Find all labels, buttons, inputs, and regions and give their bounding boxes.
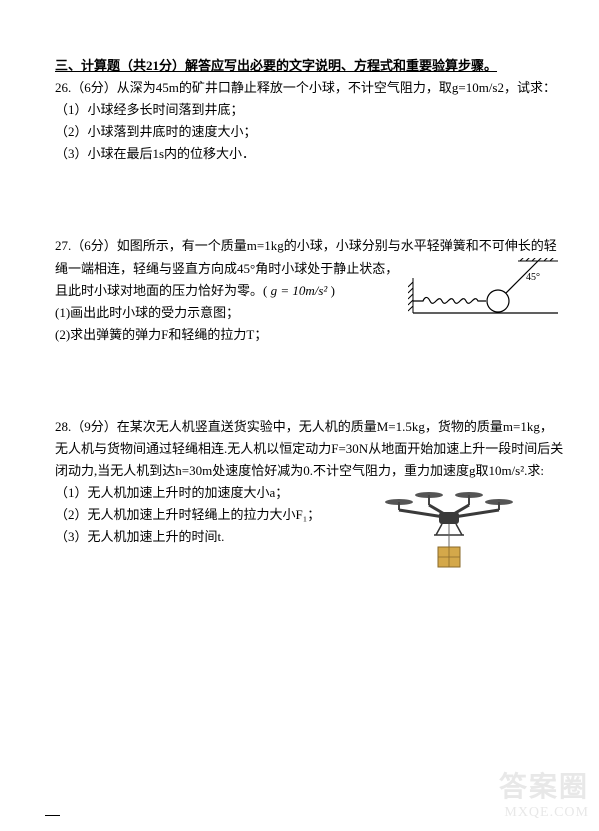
q26-part1: （1）小球经多长时间落到井底； (55, 99, 544, 121)
q27-l3a: 且此时小球对地面的压力恰好为零。( (55, 283, 271, 298)
spring (413, 297, 486, 303)
drone-diagram-svg (384, 477, 514, 577)
drone-body (439, 512, 459, 524)
q28-stem: 28.（9分）在某次无人机竖直送货实验中，无人机的质量M=1.5kg，货物的质量… (55, 416, 544, 438)
watermark: 答案圈 MXQE.COM (499, 765, 589, 821)
question-27: 27.（6分）如图所示，有一个质量m=1kg的小球，小球分别与水平轻弹簧和不可伸… (55, 235, 544, 345)
q28-line2: 无人机与货物间通过轻绳相连.无人机以恒定动力F=30N从地面开始加速上升一段时间… (55, 438, 544, 460)
ball (487, 290, 509, 312)
watermark-line2: MXQE.COM (499, 805, 589, 821)
cargo-box (438, 547, 460, 567)
spring-ball-diagram-svg: 45° (408, 258, 558, 318)
drone-rotors (385, 492, 513, 505)
q27-part1: (1)画出此时小球的受力示意图； (55, 302, 398, 324)
q26-stem: 26.（6分）从深为45m的矿井口静止释放一个小球，不计空气阻力，取g=10m/… (55, 77, 544, 99)
angle-label: 45° (526, 272, 540, 283)
q26-part2: （2）小球落到井底时的速度大小； (55, 121, 544, 143)
q28-diagram (384, 477, 514, 577)
q26-part3: （3）小球在最后1s内的位移大小． (55, 143, 544, 165)
q27-line2: 绳一端相连，轻绳与竖直方向成45°角时小球处于静止状态， (55, 258, 398, 280)
wall-hatch (408, 278, 413, 313)
footer-rule (45, 815, 60, 816)
q27-formula: g = 10m/s² (271, 283, 328, 298)
watermark-line1: 答案圈 (499, 765, 589, 805)
ceiling-hatch (518, 258, 558, 261)
q27-l3b: ) (327, 283, 335, 298)
drone-posts (399, 495, 499, 510)
q27-stem: 27.（6分）如图所示，有一个质量m=1kg的小球，小球分别与水平轻弹簧和不可伸… (55, 235, 544, 257)
q27-line3: 且此时小球对地面的压力恰好为零。( g = 10m/s² ) (55, 280, 398, 302)
q27-part2: (2)求出弹簧的弹力F和轻绳的拉力T； (55, 324, 398, 346)
q27-diagram: 45° (408, 258, 558, 313)
question-26: 26.（6分）从深为45m的矿井口静止释放一个小球，不计空气阻力，取g=10m/… (55, 77, 544, 165)
question-28: 28.（9分）在某次无人机竖直送货实验中，无人机的质量M=1.5kg，货物的质量… (55, 416, 544, 549)
page-content: 三、计算题（共21分）解答应写出必要的文字说明、方程式和重要验算步骤。 26.（… (0, 0, 599, 549)
section-heading: 三、计算题（共21分）解答应写出必要的文字说明、方程式和重要验算步骤。 (55, 55, 544, 77)
